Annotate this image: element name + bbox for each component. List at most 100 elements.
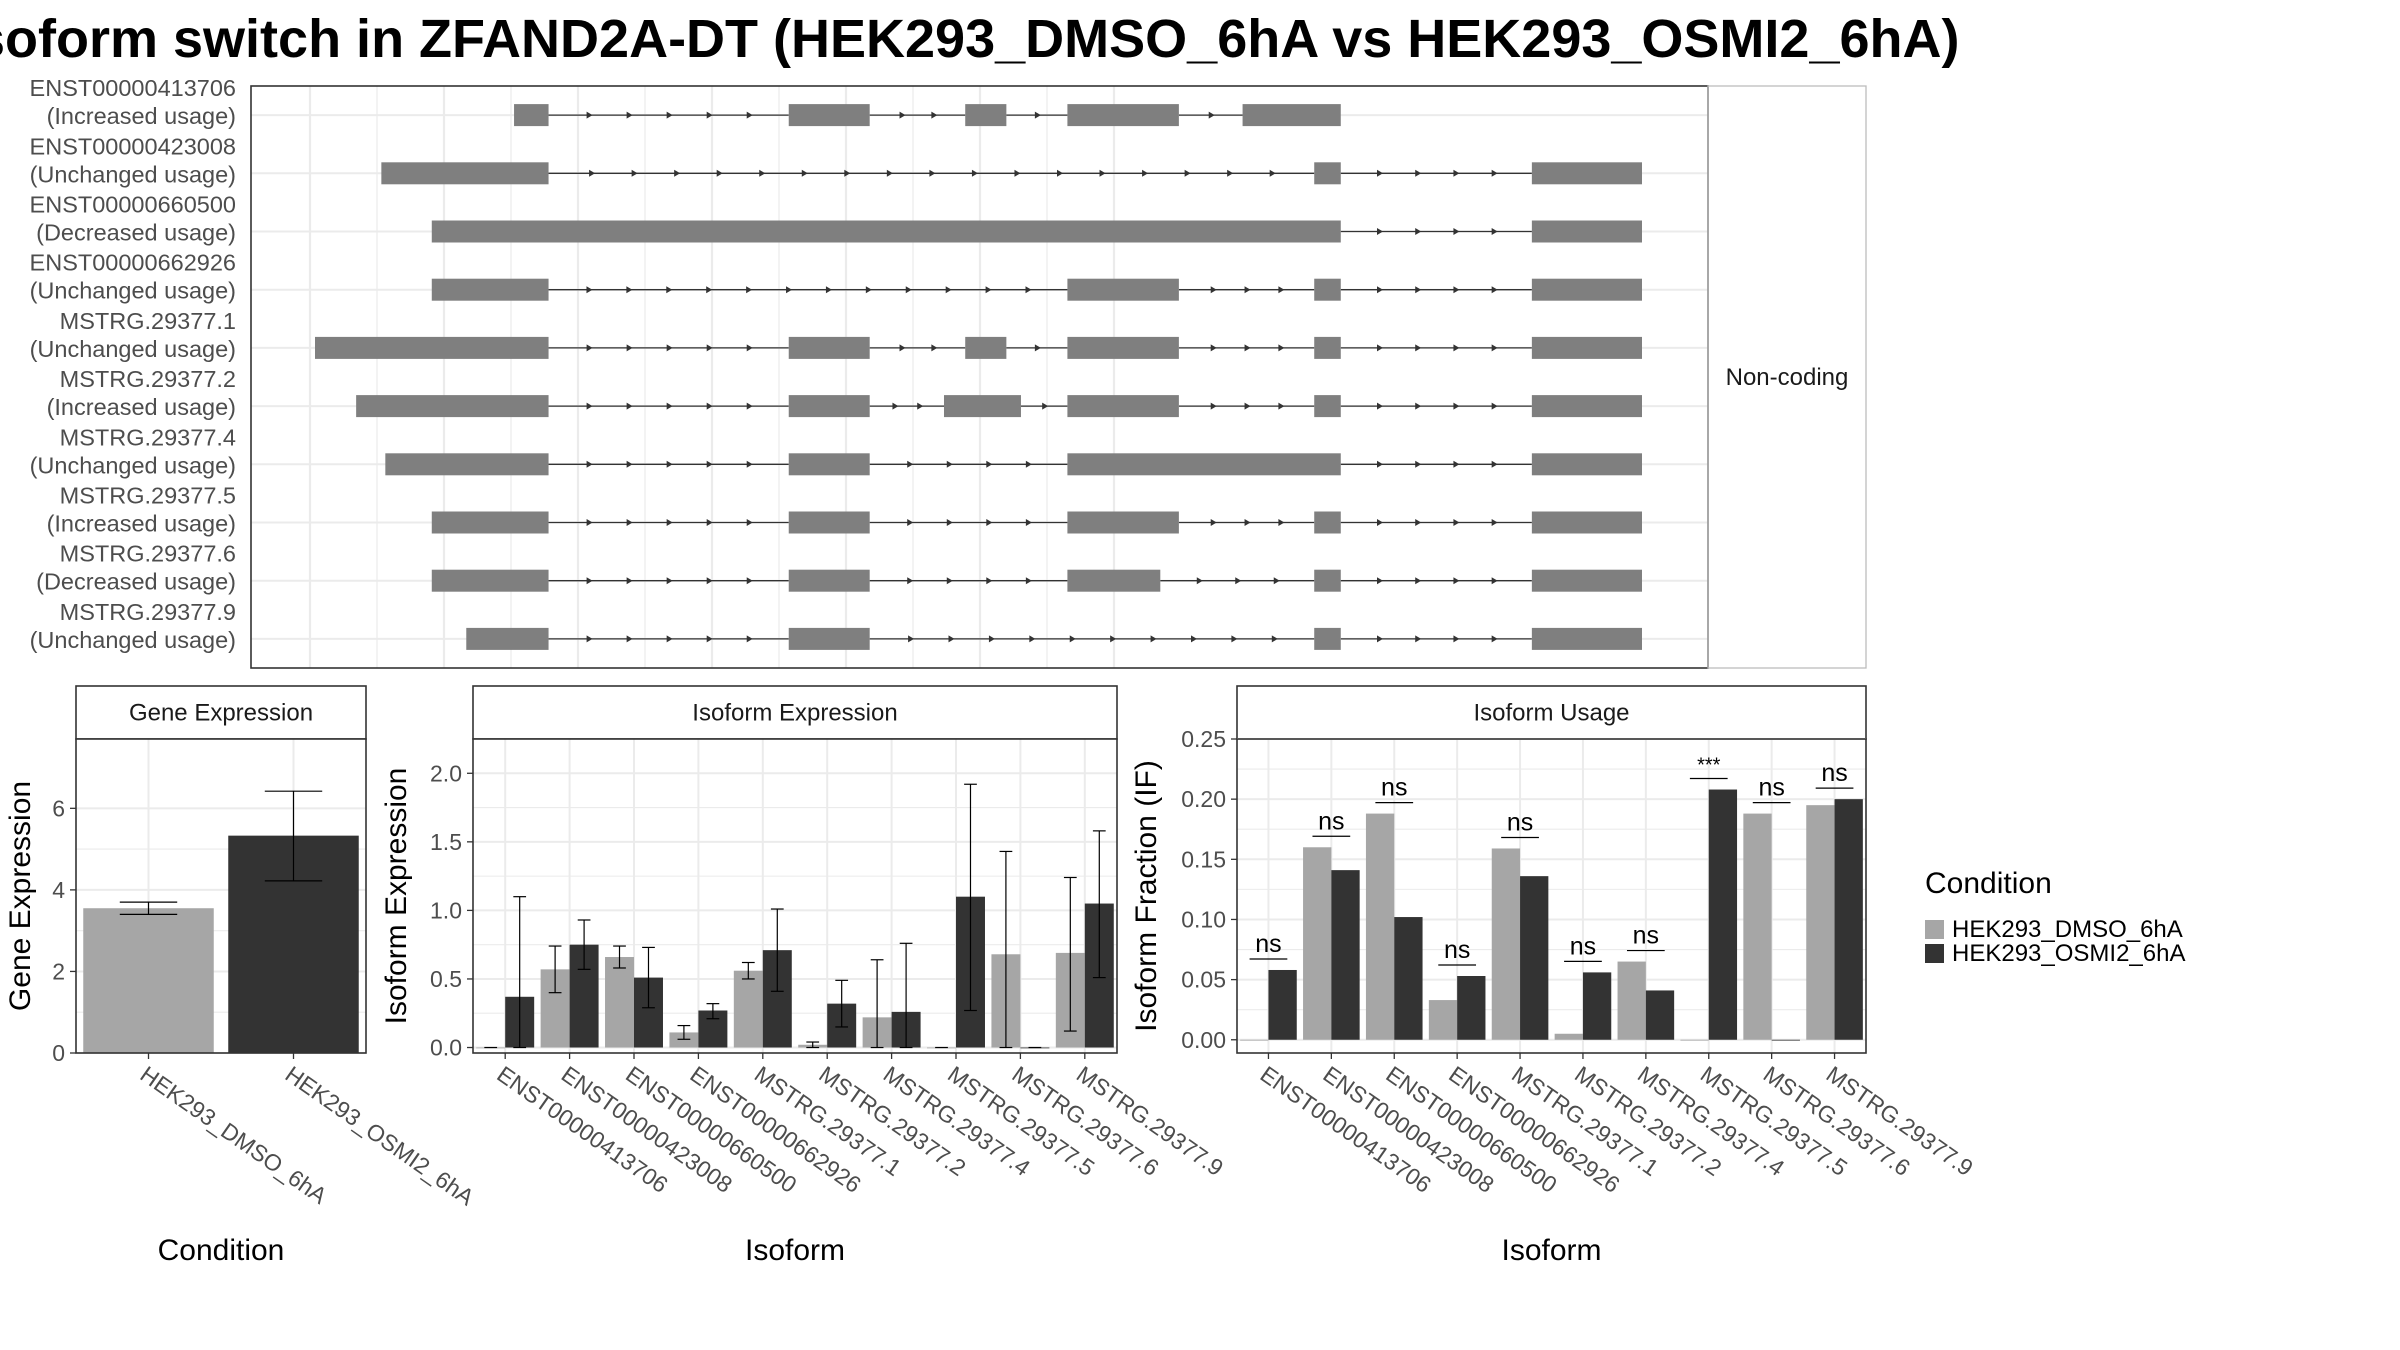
transcript-id-label: ENST00000662926 bbox=[30, 250, 236, 276]
intron-arrow bbox=[1453, 577, 1460, 585]
intron-arrow bbox=[917, 402, 924, 410]
transcript-status-label: (Unchanged usage) bbox=[30, 336, 236, 362]
intron-arrow bbox=[626, 460, 633, 468]
transcript-status-label: (Unchanged usage) bbox=[30, 627, 236, 653]
intron-arrow bbox=[1278, 519, 1285, 526]
significance-label: ns bbox=[1318, 807, 1344, 835]
intron-arrow bbox=[908, 635, 915, 643]
y-tick-label: 0.00 bbox=[1181, 1027, 1226, 1053]
intron-arrow bbox=[1029, 635, 1036, 643]
intron-arrow bbox=[1415, 344, 1422, 352]
exon-block bbox=[466, 627, 549, 650]
intron-arrow bbox=[1376, 344, 1383, 352]
intron-arrow bbox=[626, 344, 633, 352]
bar-mstrg-29377-6-osmi bbox=[1771, 1039, 1800, 1041]
significance-label: ns bbox=[1444, 936, 1470, 964]
exon-block bbox=[1067, 511, 1179, 534]
transcript-status-label: (Decreased usage) bbox=[36, 569, 236, 595]
bar-enst00000660500-osmi bbox=[1394, 917, 1423, 1040]
exon-block bbox=[356, 395, 549, 418]
exon-block bbox=[1067, 395, 1179, 418]
transcript-status-label: (Unchanged usage) bbox=[30, 161, 236, 187]
intron-arrow bbox=[1415, 402, 1422, 410]
exon-block bbox=[1067, 104, 1179, 127]
intron-arrow bbox=[1376, 460, 1383, 468]
intron-arrow bbox=[1453, 169, 1460, 177]
bar-mstrg-29377-4-osmi bbox=[1645, 990, 1675, 1040]
intron-arrow bbox=[1376, 228, 1383, 235]
isoform-expression-panel: Isoform Expression0.00.51.01.52.0ENST000… bbox=[380, 685, 1228, 1267]
intron-arrow bbox=[1142, 169, 1149, 177]
exon-block bbox=[385, 453, 549, 476]
intron-arrow bbox=[1235, 577, 1242, 585]
intron-arrow bbox=[1273, 577, 1280, 585]
intron-arrow bbox=[626, 519, 633, 526]
intron-arrow bbox=[988, 635, 995, 643]
bar-enst00000662926-dmso bbox=[669, 1032, 699, 1048]
intron-arrow bbox=[1244, 344, 1251, 352]
intron-arrow bbox=[1491, 402, 1498, 410]
intron-arrow bbox=[1278, 286, 1285, 294]
exon-block bbox=[1067, 453, 1341, 476]
transcript-id-label: ENST00000660500 bbox=[30, 192, 236, 218]
intron-arrow bbox=[1099, 169, 1106, 177]
intron-arrow bbox=[586, 402, 593, 410]
y-tick-label: 0.0 bbox=[430, 1035, 462, 1061]
intron-arrow bbox=[1042, 402, 1049, 410]
y-tick-label: 1.0 bbox=[430, 897, 462, 923]
y-tick-label: 0.25 bbox=[1181, 726, 1226, 752]
bar-enst00000660500-dmso bbox=[1365, 813, 1395, 1040]
intron-arrow bbox=[1453, 286, 1460, 294]
legend-label-dmso: HEK293_DMSO_6hA bbox=[1952, 916, 2183, 943]
intron-arrow bbox=[746, 577, 753, 585]
bar-enst00000413706-osmi bbox=[1268, 969, 1297, 1040]
intron-arrow bbox=[1150, 635, 1157, 643]
exon-block bbox=[431, 220, 1341, 243]
exon-block bbox=[1531, 511, 1642, 534]
bar-mstrg-29377-9-dmso bbox=[1806, 805, 1835, 1040]
intron-arrow bbox=[706, 402, 713, 410]
intron-arrow bbox=[1453, 519, 1460, 526]
intron-arrow bbox=[666, 111, 673, 119]
intron-arrow bbox=[626, 111, 633, 119]
exon-block bbox=[788, 104, 870, 127]
bar-enst00000413706-dmso bbox=[1240, 1039, 1269, 1041]
intron-arrow bbox=[1034, 111, 1041, 119]
intron-arrow bbox=[586, 286, 593, 294]
intron-arrow bbox=[1244, 519, 1251, 526]
panel-strip bbox=[472, 685, 1118, 740]
exon-block bbox=[1531, 278, 1642, 301]
intron-arrow bbox=[666, 460, 673, 468]
intron-arrow bbox=[1453, 402, 1460, 410]
bar-mstrg-29377-2-osmi bbox=[1582, 972, 1612, 1040]
intron-arrow bbox=[945, 286, 952, 294]
intron-arrow bbox=[1210, 286, 1217, 294]
intron-arrow bbox=[1491, 460, 1498, 468]
exon-block bbox=[943, 395, 1021, 418]
intron-arrow bbox=[946, 519, 953, 526]
panel-strip bbox=[75, 685, 367, 740]
intron-arrow bbox=[907, 460, 914, 468]
bar-mstrg-29377-4-dmso bbox=[1617, 961, 1646, 1040]
intron-arrow bbox=[746, 402, 753, 410]
exon-block bbox=[1314, 278, 1341, 301]
exon-block bbox=[431, 278, 549, 301]
exon-block bbox=[1314, 627, 1341, 650]
non-coding-strip bbox=[1707, 85, 1867, 669]
intron-arrow bbox=[706, 286, 713, 294]
exon-block bbox=[1531, 453, 1642, 476]
intron-arrow bbox=[759, 169, 766, 177]
intron-arrow bbox=[589, 169, 596, 177]
intron-arrow bbox=[1491, 577, 1498, 585]
intron-arrow bbox=[1453, 344, 1460, 352]
bar-mstrg-29377-2-dmso bbox=[1554, 1033, 1583, 1040]
intron-arrow bbox=[1491, 519, 1498, 526]
exon-block bbox=[1531, 395, 1642, 418]
intron-arrow bbox=[1491, 344, 1498, 352]
intron-arrow bbox=[1184, 169, 1191, 177]
intron-arrow bbox=[746, 519, 753, 526]
intron-arrow bbox=[946, 460, 953, 468]
intron-arrow bbox=[1025, 286, 1032, 294]
panel-strip-title: Isoform Usage bbox=[1473, 700, 1629, 727]
